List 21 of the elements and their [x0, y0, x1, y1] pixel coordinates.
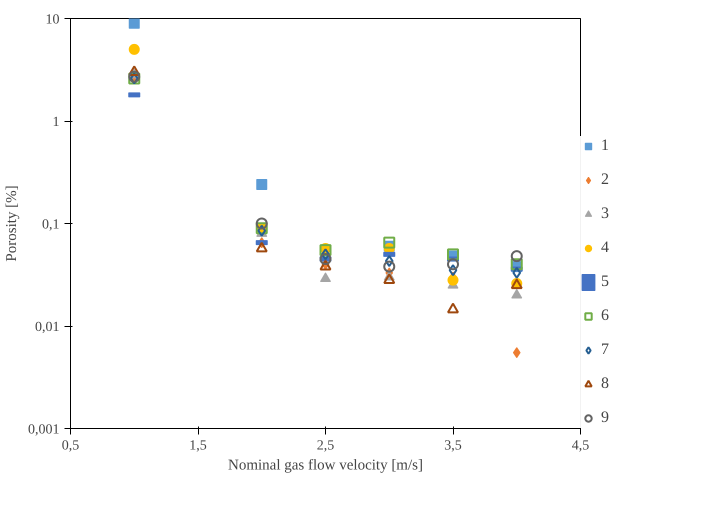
y-tick-label: 0,01: [35, 320, 60, 335]
y-tick-label: 0,1: [42, 218, 60, 232]
x-tick-label: 1,5: [189, 438, 207, 454]
x-tick-label: 4,5: [572, 438, 590, 454]
y-axis-title: Porosity [%]: [4, 185, 20, 262]
x-tick-label: 3,5: [444, 438, 462, 454]
x-tick-label: 0,5: [62, 438, 80, 454]
y-tick-label: 1: [52, 115, 60, 130]
legend-label: 7: [601, 341, 610, 359]
legend-label: 8: [601, 375, 610, 393]
legend-label: 5: [601, 273, 610, 291]
x-axis-title: Nominal gas flow velocity [m/s]: [228, 458, 423, 474]
legend-label: 3: [601, 205, 610, 223]
y-tick-label: 10: [46, 12, 60, 28]
legend-label: 2: [601, 171, 610, 189]
legend-label: 6: [601, 307, 610, 325]
legend-label: 9: [601, 409, 610, 427]
legend-label: 1: [601, 137, 610, 155]
x-tick-label: 2,5: [316, 438, 334, 454]
y-tick-label: 0,001: [28, 422, 60, 438]
legend-label: 4: [601, 239, 610, 257]
